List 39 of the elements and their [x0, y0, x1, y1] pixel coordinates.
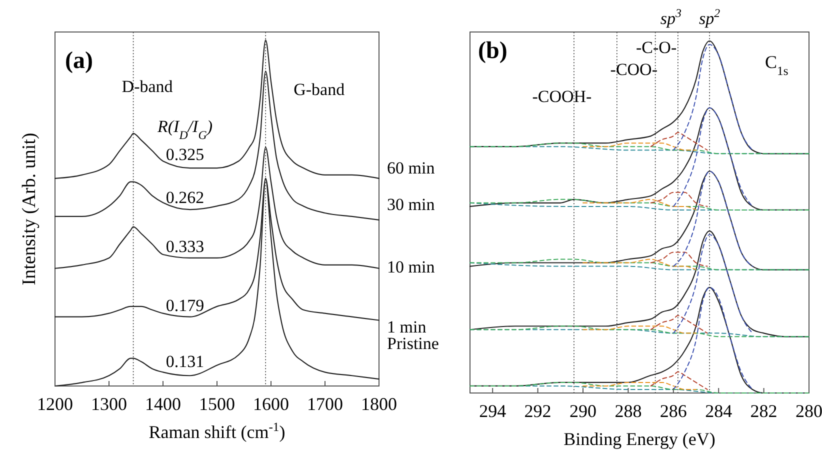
annotation: R(I$_{D}$/I$_{G}$): [156, 117, 213, 142]
ref-line-label: D-band: [122, 77, 174, 96]
x-tick-label: 1700: [307, 394, 343, 414]
x-tick-label: 292: [524, 401, 552, 421]
x-tick-label: 288: [614, 401, 642, 421]
x-tick-label: 1400: [145, 394, 181, 414]
annotation: (a): [65, 48, 93, 74]
x-tick-label: 1300: [91, 394, 127, 414]
x-tick-label: 290: [570, 401, 596, 421]
annotation: C$_{1s}$: [765, 52, 788, 78]
x-tick-label: 282: [750, 401, 778, 421]
x-tick-label: 1800: [361, 394, 397, 414]
y-axis-title: Intensity (Arb. unit): [19, 132, 40, 286]
ref-line-label: sp$^{3}$: [660, 6, 682, 28]
series-label: 60 min: [387, 158, 436, 178]
x-tick-label: 1500: [199, 394, 235, 414]
annotation: 0.333: [166, 237, 204, 256]
series-label: 10 min: [387, 257, 436, 276]
annotation: 0.179: [166, 296, 204, 315]
series-label: 30 min: [387, 194, 436, 214]
annotation: 0.262: [166, 188, 204, 207]
x-axis-title: Binding Energy (eV): [564, 429, 716, 449]
ref-line-label: -COO-: [610, 60, 658, 79]
ref-line-label: G-band: [294, 80, 346, 99]
ref-line-label: -COOH-: [532, 87, 592, 106]
x-tick-label: 286: [660, 401, 687, 421]
annotation: 0.131: [166, 352, 204, 371]
x-tick-label: 294: [479, 401, 506, 421]
x-tick-label: 280: [796, 401, 822, 421]
annotation: (b): [478, 38, 508, 64]
x-tick-label: 1600: [253, 394, 289, 414]
x-tick-label: 284: [705, 401, 732, 421]
ref-line-label: -C-O-: [636, 38, 677, 57]
series-label: 1 min: [387, 317, 427, 336]
annotation: 0.325: [166, 145, 204, 164]
x-tick-label: 1200: [37, 394, 73, 414]
series-label: Pristine: [387, 334, 439, 354]
ref-line-label: sp$^{2}$: [699, 6, 720, 28]
x-axis-title: Raman shift (cm$^{-1}$): [148, 420, 286, 442]
